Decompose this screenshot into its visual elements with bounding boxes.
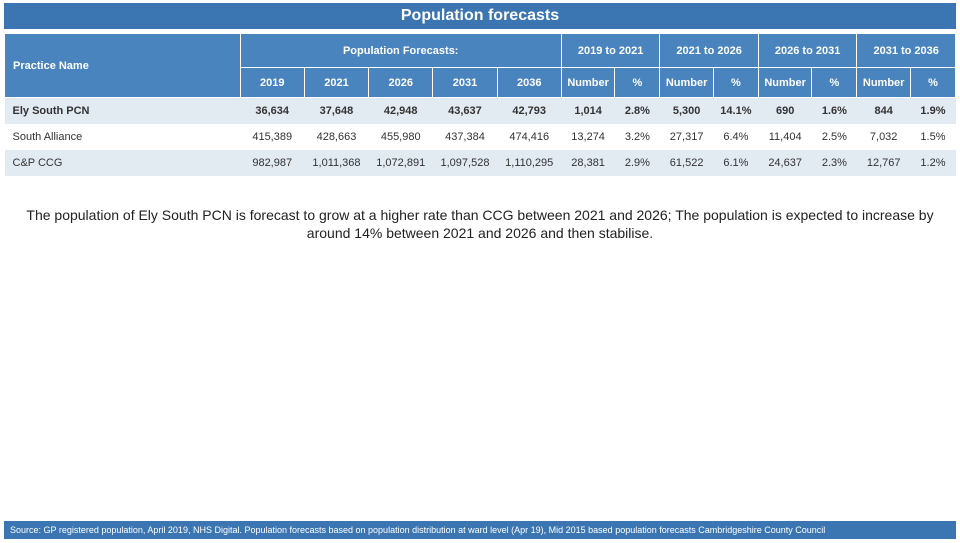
cell-delta-pct: 3.2% bbox=[615, 124, 660, 150]
col-period-3: 2031 to 2036 bbox=[857, 34, 956, 68]
cell-year-value: 982,987 bbox=[240, 150, 304, 176]
col-period-1: 2021 to 2026 bbox=[660, 34, 759, 68]
col-forecasts-group: Population Forecasts: bbox=[240, 34, 561, 68]
cell-delta-pct: 1.6% bbox=[812, 98, 857, 124]
cell-year-value: 1,072,891 bbox=[369, 150, 433, 176]
col-pct-0: % bbox=[615, 68, 660, 98]
cell-practice-name: Ely South PCN bbox=[5, 98, 241, 124]
col-number-1: Number bbox=[660, 68, 714, 98]
cell-practice-name: C&P CCG bbox=[5, 150, 241, 176]
cell-delta-number: 5,300 bbox=[660, 98, 714, 124]
cell-delta-pct: 14.1% bbox=[713, 98, 758, 124]
cell-year-value: 415,389 bbox=[240, 124, 304, 150]
header-row-top: Practice Name Population Forecasts: 2019… bbox=[5, 34, 956, 68]
forecast-table-wrap: Practice Name Population Forecasts: 2019… bbox=[4, 33, 956, 176]
col-pct-1: % bbox=[713, 68, 758, 98]
table-body: Ely South PCN36,63437,64842,94843,63742,… bbox=[5, 98, 956, 176]
cell-year-value: 42,793 bbox=[497, 98, 561, 124]
col-year-0: 2019 bbox=[240, 68, 304, 98]
col-period-2: 2026 to 2031 bbox=[758, 34, 857, 68]
cell-delta-pct: 6.4% bbox=[713, 124, 758, 150]
col-year-3: 2031 bbox=[433, 68, 497, 98]
col-year-1: 2021 bbox=[304, 68, 368, 98]
summary-text: The population of Ely South PCN is forec… bbox=[8, 206, 952, 242]
cell-year-value: 437,384 bbox=[433, 124, 497, 150]
cell-year-value: 37,648 bbox=[304, 98, 368, 124]
cell-delta-number: 28,381 bbox=[561, 150, 615, 176]
source-bar: Source: GP registered population, April … bbox=[4, 521, 956, 539]
col-pct-2: % bbox=[812, 68, 857, 98]
col-year-4: 2036 bbox=[497, 68, 561, 98]
cell-year-value: 428,663 bbox=[304, 124, 368, 150]
cell-delta-number: 12,767 bbox=[857, 150, 911, 176]
cell-delta-pct: 6.1% bbox=[713, 150, 758, 176]
cell-delta-number: 27,317 bbox=[660, 124, 714, 150]
cell-delta-pct: 1.2% bbox=[910, 150, 955, 176]
cell-delta-number: 844 bbox=[857, 98, 911, 124]
cell-delta-pct: 1.9% bbox=[910, 98, 955, 124]
col-number-0: Number bbox=[561, 68, 615, 98]
cell-delta-pct: 2.3% bbox=[812, 150, 857, 176]
cell-delta-pct: 2.5% bbox=[812, 124, 857, 150]
cell-delta-number: 61,522 bbox=[660, 150, 714, 176]
table-row: C&P CCG982,9871,011,3681,072,8911,097,52… bbox=[5, 150, 956, 176]
col-number-2: Number bbox=[758, 68, 812, 98]
cell-delta-pct: 2.8% bbox=[615, 98, 660, 124]
col-pct-3: % bbox=[910, 68, 955, 98]
cell-year-value: 1,110,295 bbox=[497, 150, 561, 176]
cell-delta-pct: 2.9% bbox=[615, 150, 660, 176]
cell-year-value: 1,011,368 bbox=[304, 150, 368, 176]
cell-delta-number: 11,404 bbox=[758, 124, 812, 150]
cell-year-value: 42,948 bbox=[369, 98, 433, 124]
page-title: Population forecasts bbox=[4, 3, 956, 29]
cell-practice-name: South Alliance bbox=[5, 124, 241, 150]
cell-delta-number: 24,637 bbox=[758, 150, 812, 176]
cell-delta-pct: 1.5% bbox=[910, 124, 955, 150]
cell-delta-number: 1,014 bbox=[561, 98, 615, 124]
cell-year-value: 455,980 bbox=[369, 124, 433, 150]
table-row: South Alliance415,389428,663455,980437,3… bbox=[5, 124, 956, 150]
cell-year-value: 474,416 bbox=[497, 124, 561, 150]
forecast-table: Practice Name Population Forecasts: 2019… bbox=[4, 33, 956, 176]
col-number-3: Number bbox=[857, 68, 911, 98]
col-period-0: 2019 to 2021 bbox=[561, 34, 660, 68]
col-year-2: 2026 bbox=[369, 68, 433, 98]
cell-delta-number: 13,274 bbox=[561, 124, 615, 150]
cell-year-value: 43,637 bbox=[433, 98, 497, 124]
cell-delta-number: 690 bbox=[758, 98, 812, 124]
cell-year-value: 1,097,528 bbox=[433, 150, 497, 176]
cell-delta-number: 7,032 bbox=[857, 124, 911, 150]
cell-year-value: 36,634 bbox=[240, 98, 304, 124]
col-practice-name: Practice Name bbox=[5, 34, 241, 98]
table-row: Ely South PCN36,63437,64842,94843,63742,… bbox=[5, 98, 956, 124]
